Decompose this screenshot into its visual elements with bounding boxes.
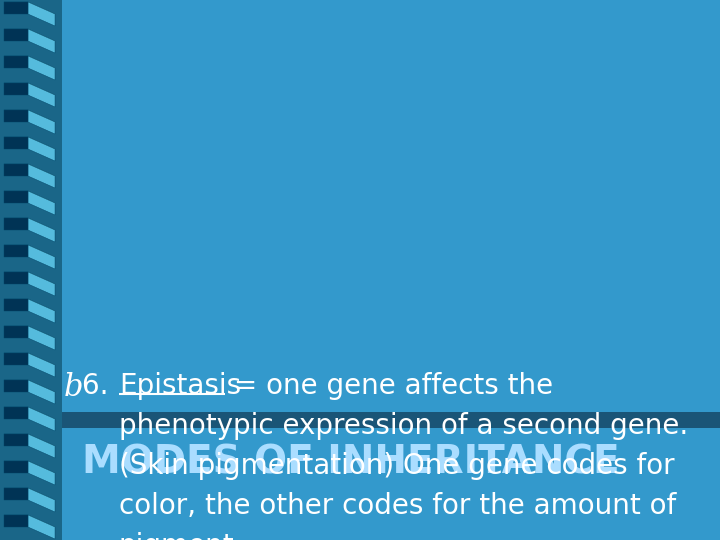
Polygon shape: [4, 434, 55, 446]
Polygon shape: [4, 2, 55, 14]
Text: = one gene affects the: = one gene affects the: [225, 372, 553, 400]
Polygon shape: [4, 56, 55, 68]
Polygon shape: [28, 434, 55, 458]
Text: b: b: [64, 372, 84, 403]
Bar: [62, 412, 720, 428]
Text: phenotypic expression of a second gene.: phenotypic expression of a second gene.: [119, 412, 688, 440]
Polygon shape: [28, 245, 55, 269]
Polygon shape: [4, 488, 28, 500]
Polygon shape: [4, 191, 28, 203]
Polygon shape: [4, 434, 28, 446]
Polygon shape: [4, 488, 55, 500]
Polygon shape: [4, 83, 28, 95]
Polygon shape: [28, 83, 55, 107]
Polygon shape: [28, 137, 55, 161]
Polygon shape: [4, 2, 28, 14]
Polygon shape: [4, 137, 28, 149]
Polygon shape: [4, 299, 28, 311]
Polygon shape: [28, 488, 55, 512]
Polygon shape: [4, 164, 28, 176]
Polygon shape: [4, 272, 28, 284]
Polygon shape: [4, 515, 55, 527]
Polygon shape: [4, 83, 55, 95]
Polygon shape: [28, 2, 55, 26]
Polygon shape: [4, 326, 28, 338]
Polygon shape: [28, 110, 55, 134]
Polygon shape: [4, 299, 55, 311]
Polygon shape: [28, 461, 55, 485]
Polygon shape: [4, 56, 28, 68]
Text: pigment.: pigment.: [119, 532, 243, 540]
Polygon shape: [28, 191, 55, 215]
Polygon shape: [4, 461, 28, 473]
Polygon shape: [28, 407, 55, 431]
Polygon shape: [4, 110, 55, 122]
Polygon shape: [4, 137, 55, 149]
Polygon shape: [4, 380, 55, 392]
Polygon shape: [4, 218, 55, 230]
Polygon shape: [28, 272, 55, 296]
Text: Epistasis: Epistasis: [119, 372, 241, 400]
Polygon shape: [4, 515, 28, 527]
Polygon shape: [28, 515, 55, 539]
Polygon shape: [4, 29, 28, 41]
Text: 6.: 6.: [82, 372, 126, 400]
Polygon shape: [28, 380, 55, 404]
Polygon shape: [4, 218, 28, 230]
Polygon shape: [4, 353, 55, 365]
Polygon shape: [4, 407, 28, 419]
Polygon shape: [28, 353, 55, 377]
Polygon shape: [4, 353, 28, 365]
Polygon shape: [28, 326, 55, 350]
Polygon shape: [4, 164, 55, 176]
Polygon shape: [4, 29, 55, 41]
Polygon shape: [4, 461, 55, 473]
Polygon shape: [28, 164, 55, 188]
Text: (Skin pigmentation) One gene codes for: (Skin pigmentation) One gene codes for: [119, 452, 675, 480]
Polygon shape: [4, 407, 55, 419]
Polygon shape: [28, 56, 55, 80]
Polygon shape: [4, 245, 55, 257]
Polygon shape: [28, 218, 55, 242]
Polygon shape: [4, 326, 55, 338]
Polygon shape: [4, 272, 55, 284]
Polygon shape: [28, 299, 55, 323]
Text: MODES OF INHERITANCE: MODES OF INHERITANCE: [82, 443, 620, 481]
Text: color, the other codes for the amount of: color, the other codes for the amount of: [119, 492, 676, 520]
Polygon shape: [4, 191, 55, 203]
Polygon shape: [28, 29, 55, 53]
Polygon shape: [4, 380, 28, 392]
Bar: [0, 0, 62, 540]
Polygon shape: [4, 110, 28, 122]
Polygon shape: [4, 245, 28, 257]
